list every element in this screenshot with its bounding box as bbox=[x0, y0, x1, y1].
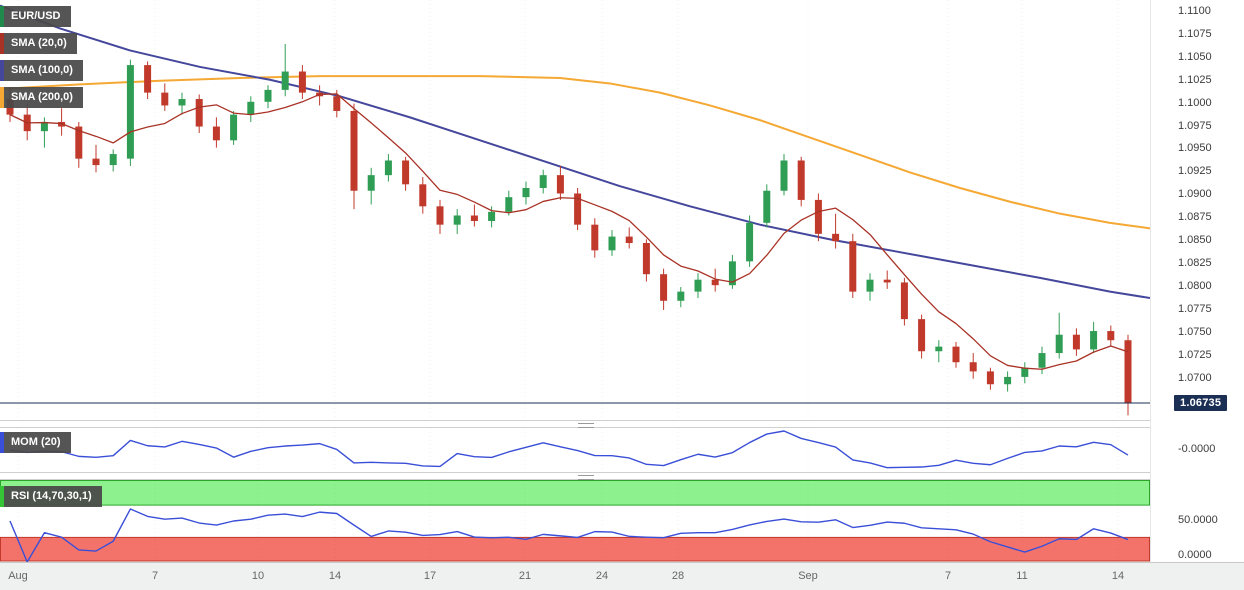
mom-label: MOM (20) bbox=[11, 436, 61, 448]
price-tick-label: 1.0700 bbox=[1178, 371, 1212, 384]
date-axis[interactable]: Aug 7 10 14 17 21 24 28 Sep 7 11 14 bbox=[0, 562, 1244, 590]
mom-axis-label: -0.0000 bbox=[1178, 443, 1216, 455]
price-tick-label: 1.0800 bbox=[1178, 280, 1212, 293]
price-tick-label: 1.1050 bbox=[1178, 50, 1212, 63]
date-tick-label: Aug bbox=[8, 570, 28, 582]
price-tick-label: 1.0850 bbox=[1178, 234, 1212, 247]
rsi-label: RSI (14,70,30,1) bbox=[11, 490, 92, 502]
panel-divider bbox=[0, 420, 1150, 428]
sma200-strip-icon bbox=[0, 87, 4, 108]
sma200-label: SMA (200,0) bbox=[11, 91, 73, 103]
sma20-label: SMA (20,0) bbox=[11, 37, 67, 49]
date-tick-label: 17 bbox=[423, 570, 437, 582]
price-tick-label: 1.1100 bbox=[1178, 4, 1211, 17]
sma20-strip-icon bbox=[0, 33, 4, 54]
legend-rsi[interactable]: RSI (14,70,30,1) bbox=[0, 486, 102, 507]
date-tick-label: 24 bbox=[595, 570, 609, 582]
resize-handle-icon[interactable] bbox=[578, 475, 594, 480]
date-tick-label: 28 bbox=[671, 570, 685, 582]
sma100-strip-icon bbox=[0, 60, 4, 81]
rsi-axis-label-0: 0.0000 bbox=[1178, 549, 1212, 561]
momentum-chart[interactable] bbox=[0, 428, 1150, 472]
price-tick-label: 1.0825 bbox=[1178, 257, 1212, 270]
price-tick-label: 1.0775 bbox=[1178, 302, 1212, 315]
legend-sma200[interactable]: SMA (200,0) bbox=[0, 87, 83, 108]
price-tick-label: 1.1075 bbox=[1178, 27, 1212, 40]
price-tick-label: 1.0950 bbox=[1178, 142, 1212, 155]
price-axis[interactable]: 1.06735 -0.0000 50.0000 0.0000 1.1100 1.1… bbox=[1150, 0, 1244, 562]
date-tick-label: 11 bbox=[1016, 570, 1028, 582]
date-tick-label: 14 bbox=[328, 570, 342, 582]
price-tick-label: 1.0725 bbox=[1178, 348, 1212, 361]
rsi-axis-label-50: 50.0000 bbox=[1178, 514, 1218, 526]
price-tick-label: 1.1025 bbox=[1178, 73, 1212, 86]
symbol-strip-icon bbox=[0, 6, 4, 27]
price-tick-label: 1.0925 bbox=[1178, 165, 1212, 178]
date-tick-label: 21 bbox=[518, 570, 532, 582]
price-tick-label: 1.0750 bbox=[1178, 325, 1212, 338]
date-tick-label: 10 bbox=[251, 570, 265, 582]
panel-divider bbox=[0, 472, 1150, 480]
candlestick-chart[interactable] bbox=[0, 0, 1150, 420]
legend-sma100[interactable]: SMA (100,0) bbox=[0, 60, 83, 81]
sma100-label: SMA (100,0) bbox=[11, 64, 73, 76]
legend-sma20[interactable]: SMA (20,0) bbox=[0, 33, 77, 54]
date-tick-label: 14 bbox=[1111, 570, 1125, 582]
price-tick-label: 1.0900 bbox=[1178, 188, 1212, 201]
rsi-panel: RSI (14,70,30,1) bbox=[0, 480, 1150, 562]
rsi-chart[interactable] bbox=[0, 480, 1150, 562]
date-tick-label: Sep bbox=[798, 570, 818, 582]
symbol-label: EUR/USD bbox=[11, 10, 61, 22]
momentum-panel: MOM (20) bbox=[0, 428, 1150, 472]
current-price-badge: 1.06735 bbox=[1174, 395, 1228, 412]
main-chart-panel: EUR/USD SMA (20,0) SMA (100,0) SMA (200,… bbox=[0, 0, 1150, 420]
price-tick-label: 1.0975 bbox=[1178, 119, 1212, 132]
resize-handle-icon[interactable] bbox=[578, 423, 594, 428]
rsi-strip-icon bbox=[0, 486, 4, 507]
legend-mom[interactable]: MOM (20) bbox=[0, 432, 71, 453]
price-tick-label: 1.1000 bbox=[1178, 96, 1212, 109]
legend-symbol[interactable]: EUR/USD bbox=[0, 6, 71, 27]
price-tick-label: 1.0875 bbox=[1178, 211, 1212, 224]
date-tick-label: 7 bbox=[944, 570, 952, 582]
mom-strip-icon bbox=[0, 432, 4, 453]
date-tick-label: 7 bbox=[151, 570, 159, 582]
